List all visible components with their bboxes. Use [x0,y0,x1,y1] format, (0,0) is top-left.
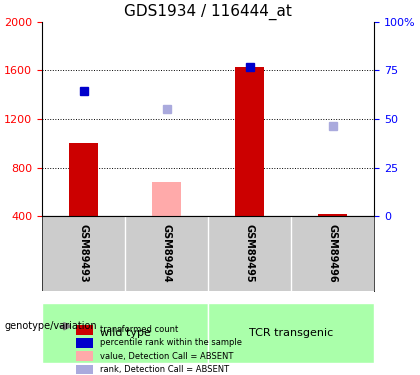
FancyBboxPatch shape [76,338,93,348]
Text: wild type: wild type [100,328,150,339]
Text: GSM89494: GSM89494 [162,224,172,283]
Text: genotype/variation: genotype/variation [4,321,97,331]
FancyBboxPatch shape [42,303,208,363]
FancyBboxPatch shape [76,325,93,334]
Text: rank, Detection Call = ABSENT: rank, Detection Call = ABSENT [100,365,229,374]
Text: value, Detection Call = ABSENT: value, Detection Call = ABSENT [100,352,233,361]
Bar [152,182,181,216]
Text: GSM89496: GSM89496 [328,224,338,283]
FancyBboxPatch shape [76,364,93,374]
Title: GDS1934 / 116444_at: GDS1934 / 116444_at [124,4,292,20]
Text: GSM89493: GSM89493 [79,224,89,283]
Text: transformed count: transformed count [100,326,178,334]
Text: GSM89495: GSM89495 [245,224,255,283]
Bar [235,67,264,216]
FancyBboxPatch shape [208,303,375,363]
Text: percentile rank within the sample: percentile rank within the sample [100,339,241,348]
Text: TCR transgenic: TCR transgenic [249,328,333,339]
Bar [318,214,347,216]
FancyBboxPatch shape [76,351,93,361]
Bar [69,143,98,216]
